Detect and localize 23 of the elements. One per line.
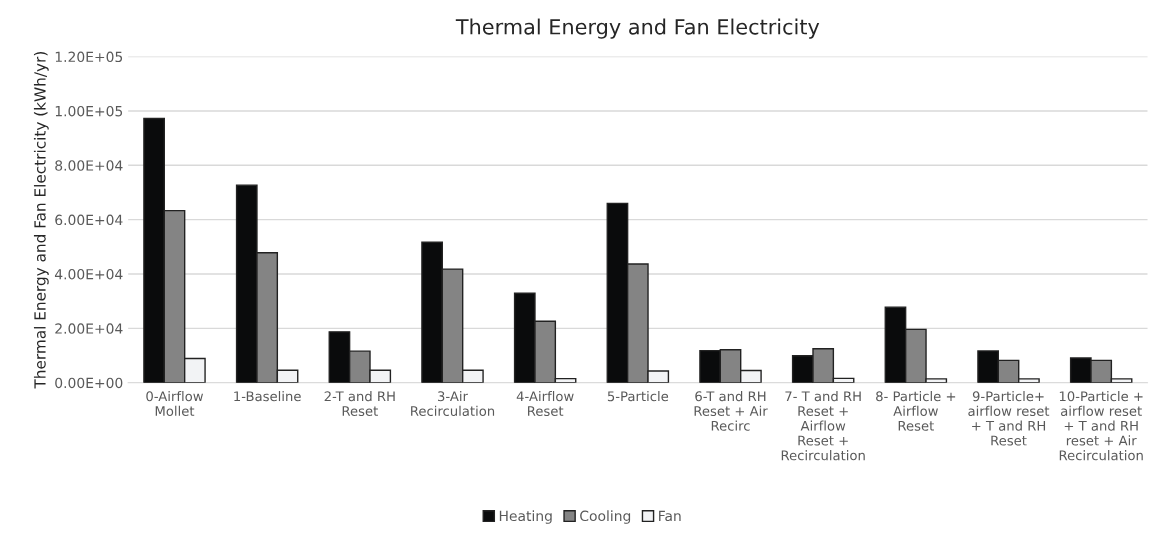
y-tick-label: 4.00E+04: [54, 268, 123, 280]
x-tick-label: 2-T and RH Reset: [324, 391, 395, 417]
x-tick-label: 9-Particle+ airflow reset + T and RH Reset: [968, 391, 1050, 446]
x-tick-label: 5-Particle: [607, 391, 669, 402]
x-tick-label: 6-T and RH Reset + Air Recirc: [694, 391, 768, 431]
x-tick-label: 8- Particle + Airflow Reset: [876, 391, 956, 431]
x-tick-label: 10-Particle + airflow reset + T and RH reset + Air Recirculation: [1059, 391, 1143, 461]
y-tick-label: 0.00E+00: [55, 377, 123, 389]
x-tick-label: 1-Baseline: [234, 391, 301, 402]
x-tick-label: 3-Air Recirculation: [411, 391, 495, 417]
y-tick-label: 8.00E+04: [55, 160, 123, 171]
y-tick-label: 6.00E+04: [55, 214, 123, 226]
legend-label: Fan: [659, 510, 681, 522]
x-tick-label: 7- T and RH Reset + Airflow Reset + Recirculation: [781, 391, 865, 461]
legend-label: Heating: [499, 510, 552, 524]
y-tick-label: 2.00E+04: [55, 323, 123, 334]
x-tick-label: 4-Airflow Reset: [516, 391, 574, 417]
chart-title: Thermal Energy and Fan Electricity: [455, 18, 820, 39]
y-tick-label: 1.00E+05: [55, 105, 123, 117]
legend-label: Cooling: [580, 510, 631, 524]
x-tick-label: 0-Airflow Mollet: [146, 391, 204, 417]
y-tick-label: 1.20E+05: [55, 51, 123, 63]
y-axis-title: Thermal Energy and Fan Electricity (kWh/yr): [33, 52, 49, 389]
